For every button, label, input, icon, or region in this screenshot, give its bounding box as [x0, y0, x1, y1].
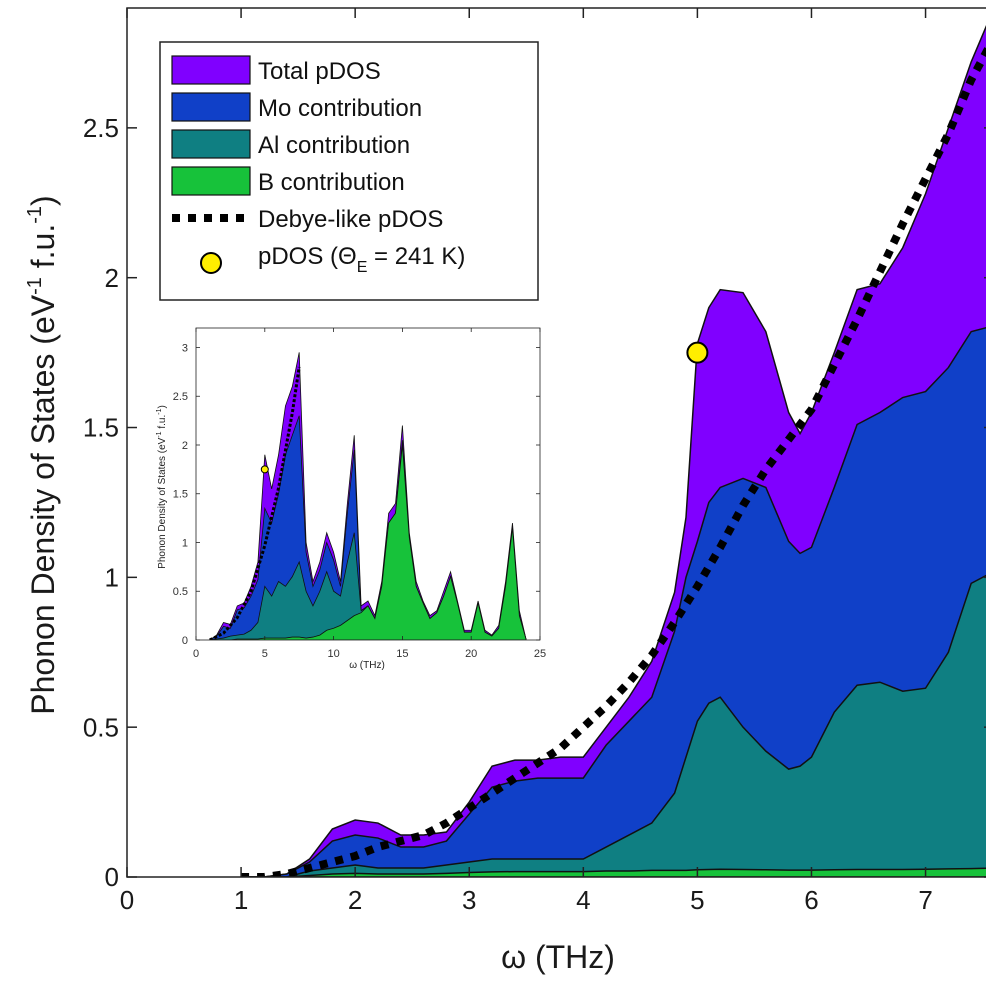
inset-series-3 — [209, 444, 527, 640]
main-ytick-label-2: 1 — [105, 562, 119, 592]
inset-ytick-label-4: 2 — [182, 440, 188, 452]
legend-label-4: Debye-like pDOS — [258, 206, 443, 233]
legend: Total pDOS Mo contribution Al contribution… — [159, 41, 539, 301]
main-xtick-label-5: 5 — [690, 885, 704, 915]
inset-ytick-label-2: 1 — [182, 537, 188, 549]
legend-label-2: Al contribution — [258, 132, 410, 159]
inset-ytick-label-0: 0 — [182, 635, 188, 647]
inset-einstein-marker — [260, 465, 269, 474]
main-xtick-label-3: 3 — [462, 885, 476, 915]
legend-swatch-1 — [171, 92, 251, 122]
legend-label-1: Mo contribution — [258, 95, 422, 122]
inset-xtick-label-5: 25 — [534, 648, 546, 660]
inset-chart: 0 5 10 15 20 25 0 0.5 1 1.5 2 2.5 3 ω (THz) Phonon D… — [156, 327, 546, 671]
inset-xtick-label-2: 10 — [327, 648, 339, 660]
main-series-2 — [241, 574, 986, 877]
main-xtick-label-4: 4 — [576, 885, 590, 915]
main-area-series — [241, 24, 986, 877]
inset-x-axis-label: ω (THz) — [349, 660, 385, 671]
main-xtick-label-0: 0 — [120, 885, 134, 915]
main-series-3 — [241, 867, 986, 877]
main-ytick-label-4: 2 — [105, 263, 119, 293]
inset-ytick-label-5: 2.5 — [173, 391, 188, 403]
legend-label-0: Total pDOS — [258, 58, 381, 85]
legend-swatch-2 — [171, 129, 251, 159]
legend-swatch-5 — [200, 252, 222, 274]
main-axes: 0 1 2 3 4 5 6 7 0 0.5 1 1.5 2 2.5 — [83, 7, 986, 915]
main-xtick-label-1: 1 — [234, 885, 248, 915]
x-axis-label: ω (THz) — [501, 939, 615, 975]
inset-frame — [195, 327, 541, 641]
main-frame — [126, 7, 986, 878]
main-ytick-label-0: 0 — [105, 862, 119, 892]
main-xtick-label-6: 6 — [804, 885, 818, 915]
y-axis-label: Phonon Density of States (eV-1 f.u.-1) — [24, 195, 61, 714]
legend-swatch-0 — [171, 55, 251, 85]
inset-panel — [196, 328, 540, 640]
einstein-marker — [686, 341, 709, 364]
inset-xtick-label-4: 20 — [465, 648, 477, 660]
inset-xtick-label-1: 5 — [262, 648, 268, 660]
inset-ytick-label-3: 1.5 — [173, 489, 188, 501]
debye-line — [241, 44, 986, 877]
inset-debye-line — [209, 366, 301, 640]
main-ytick-label-1: 0.5 — [83, 712, 119, 742]
legend-label-5: pDOS (ΘE = 241 K) — [258, 243, 465, 276]
main-xtick-label-7: 7 — [918, 885, 932, 915]
inset-ytick-label-1: 0.5 — [173, 586, 188, 598]
main-ytick-label-3: 1.5 — [83, 413, 119, 443]
inset-xtick-label-0: 0 — [193, 648, 199, 660]
inset-ytick-label-6: 3 — [182, 342, 188, 354]
legend-swatch-3 — [171, 166, 251, 196]
main-xtick-label-2: 2 — [348, 885, 362, 915]
legend-label-3: B contribution — [258, 169, 405, 196]
inset-y-axis-label: Phonon Density of States (eV-1 f.u.-1) — [156, 405, 168, 569]
inset-xtick-label-3: 15 — [396, 648, 408, 660]
main-ytick-label-5: 2.5 — [83, 113, 119, 143]
inset-axes: 0 5 10 15 20 25 0 0.5 1 1.5 2 2.5 3 — [173, 327, 546, 660]
